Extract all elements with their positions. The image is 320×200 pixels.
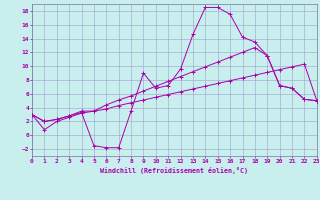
X-axis label: Windchill (Refroidissement éolien,°C): Windchill (Refroidissement éolien,°C)	[100, 167, 248, 174]
